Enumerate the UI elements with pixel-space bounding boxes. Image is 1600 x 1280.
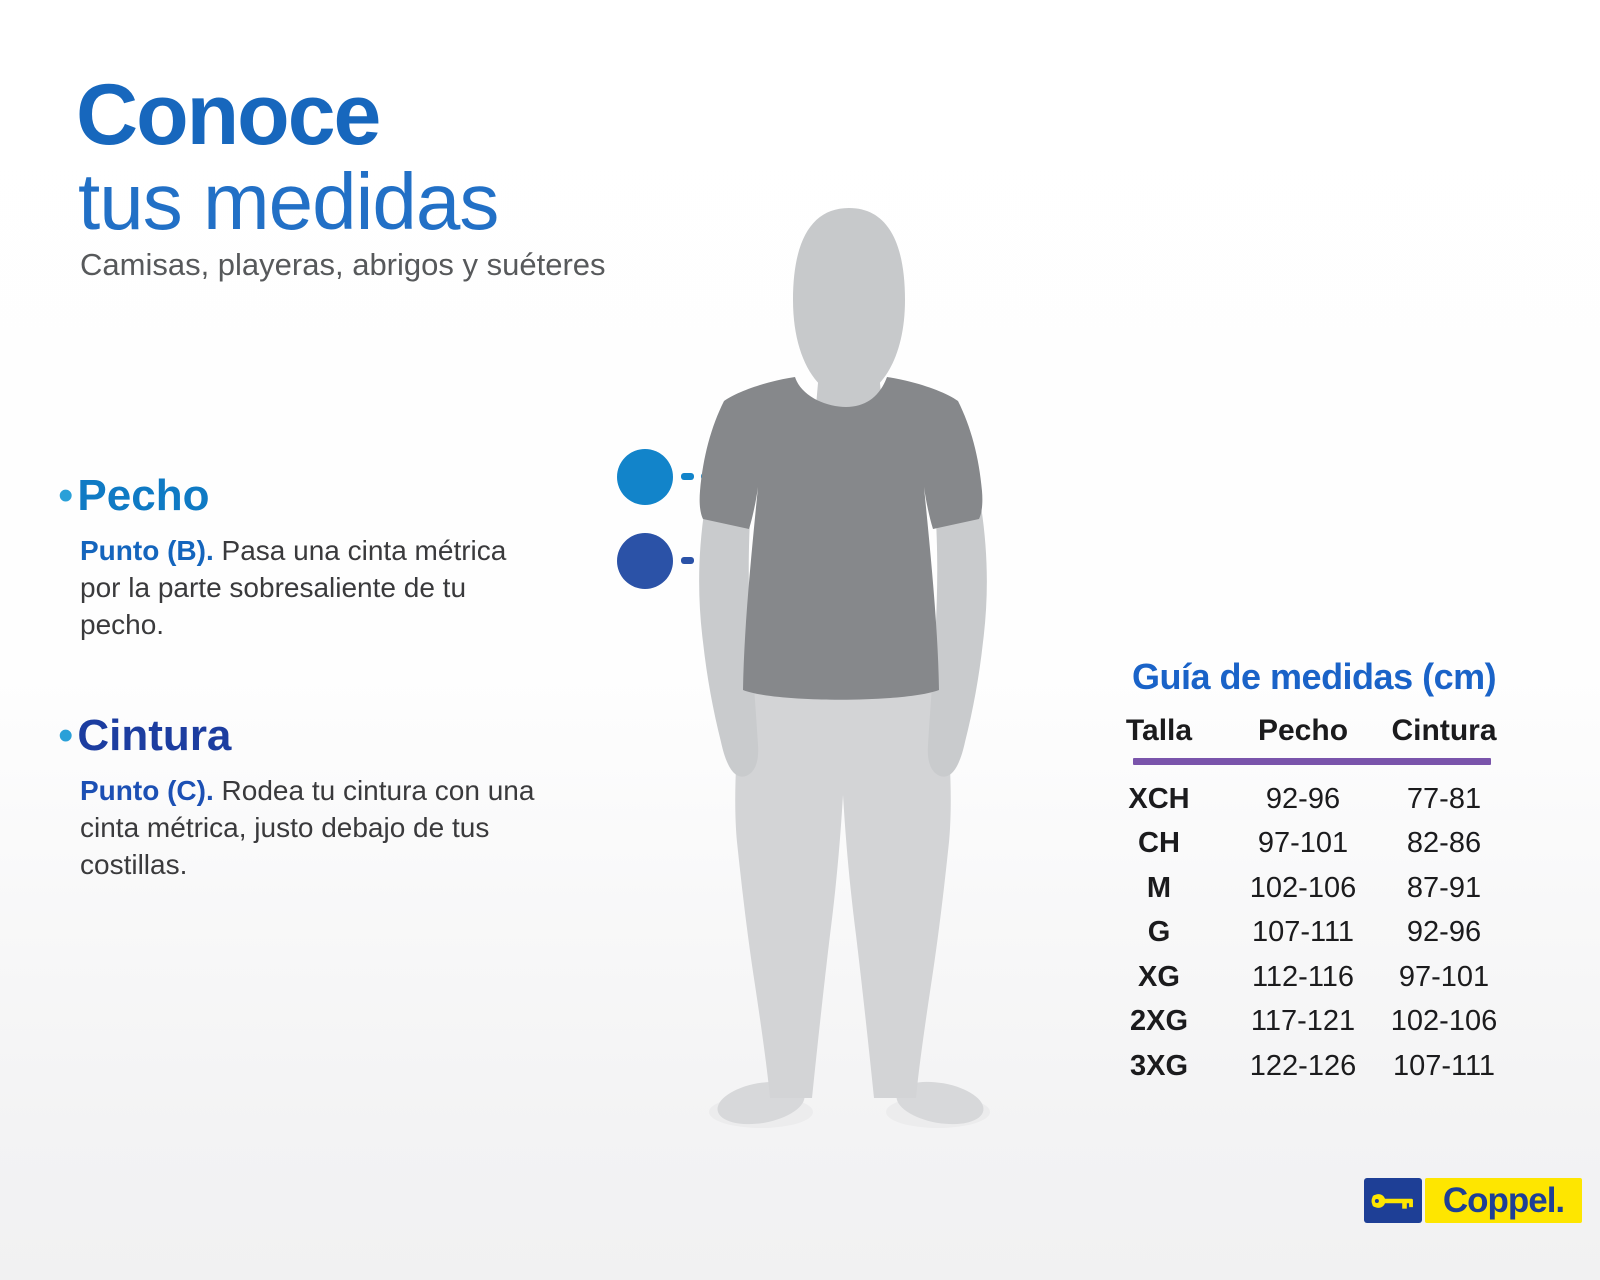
waist-cell: 82-86 [1406, 827, 1482, 860]
section-cintura-heading-row: • Cintura [58, 714, 538, 758]
legs-shape [735, 680, 951, 1098]
size-guide-header-row: Talla Pecho Cintura [1100, 714, 1500, 748]
chest-cell: 102-106 [1249, 871, 1357, 904]
table-row: 3XG 122-126 107-111 [1100, 1044, 1500, 1089]
size-cell: G [1147, 916, 1171, 949]
waist-cell: 97-101 [1398, 960, 1490, 993]
male-silhouette [699, 208, 990, 1128]
size-guide-table: Guía de medidas (cm) Talla Pecho Cintura… [1100, 656, 1500, 1089]
section-pecho-heading: Pecho [77, 471, 210, 520]
table-row: 2XG 117-121 102-106 [1100, 1000, 1500, 1045]
table-row: XCH 92-96 77-81 [1100, 777, 1500, 822]
section-cintura: • Cintura Punto (C). Rodea tu cintura co… [58, 714, 538, 884]
size-cell: 3XG [1129, 1049, 1189, 1082]
column-header-pecho: Pecho [1257, 714, 1349, 747]
bullet-icon: • [58, 711, 74, 760]
chest-dash-icon [681, 473, 694, 480]
section-cintura-heading: Cintura [77, 711, 232, 760]
chest-cell: 112-116 [1251, 960, 1355, 993]
page-title-bold: Conoce [76, 67, 381, 163]
waist-cell: 87-91 [1406, 871, 1482, 904]
section-pecho: • Pecho Punto (B). Pasa una cinta métric… [58, 474, 538, 644]
table-row: M 102-106 87-91 [1100, 866, 1500, 911]
table-row: XG 112-116 97-101 [1100, 955, 1500, 1000]
waist-cell: 107-111 [1392, 1049, 1496, 1082]
pecho-point-text: Pasa una cinta métrica por la parte sobr… [80, 535, 507, 641]
waist-dash-icon [681, 557, 694, 564]
table-row: CH 97-101 82-86 [1100, 822, 1500, 867]
page-subtitle: Camisas, playeras, abrigos y suéteres [80, 247, 606, 282]
pecho-point-label: Punto (B). [80, 535, 214, 566]
table-row: G 107-111 92-96 [1100, 911, 1500, 956]
cintura-point-text: Rodea tu cintura con una cinta métrica, … [80, 775, 535, 881]
coppel-logo: Coppel. [1364, 1178, 1582, 1223]
right-arm [927, 500, 987, 777]
bullet-icon: • [58, 471, 74, 520]
page-title-light: tus medidas [78, 157, 499, 246]
size-cell: XG [1138, 960, 1180, 993]
cintura-point-label: Punto (C). [80, 775, 214, 806]
column-header-talla: Talla [1125, 714, 1193, 747]
coppel-wordmark: Coppel. [1425, 1178, 1582, 1223]
chest-cell: 92-96 [1265, 782, 1341, 815]
tshirt-shape [699, 377, 983, 700]
waist-cell: 92-96 [1406, 916, 1482, 949]
chest-cell: 122-126 [1249, 1049, 1357, 1082]
size-cell: CH [1138, 827, 1180, 860]
table-rule [1133, 758, 1491, 765]
size-cell: XCH [1128, 782, 1190, 815]
section-cintura-description: Punto (C). Rodea tu cintura con una cint… [80, 772, 542, 884]
size-guide-rows: XCH 92-96 77-81 CH 97-101 82-86 M 102-10… [1100, 777, 1500, 1089]
chest-cell: 97-101 [1257, 827, 1349, 860]
section-pecho-description: Punto (B). Pasa una cinta métrica por la… [80, 532, 542, 644]
right-shoe [896, 1081, 984, 1125]
chest-point-dot [617, 449, 673, 505]
section-pecho-heading-row: • Pecho [58, 474, 538, 518]
head-shape [793, 208, 905, 399]
chest-cell: 117-121 [1250, 1005, 1356, 1038]
waist-cell: 102-106 [1390, 1005, 1498, 1038]
left-arm [699, 500, 759, 777]
coppel-key-icon [1364, 1178, 1422, 1223]
size-cell: M [1146, 871, 1172, 904]
column-header-cintura: Cintura [1391, 714, 1497, 747]
size-cell: 2XG [1129, 1005, 1189, 1038]
chest-cell: 107-111 [1251, 916, 1355, 949]
size-guide-title: Guía de medidas (cm) [1132, 656, 1497, 697]
waist-cell: 77-81 [1406, 782, 1482, 815]
waist-point-dot [617, 533, 673, 589]
